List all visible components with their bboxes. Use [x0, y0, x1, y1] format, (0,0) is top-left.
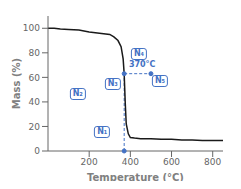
svg-text:400: 400	[122, 157, 139, 167]
html-text:N₄: N₄	[133, 48, 145, 58]
svg-text:200: 200	[81, 157, 98, 167]
svg-text:0: 0	[34, 146, 40, 156]
html-text:N₁: N₁	[97, 127, 108, 137]
svg-text:80: 80	[29, 48, 41, 58]
html-text:N₂: N₂	[72, 89, 83, 99]
svg-text:Mass (%): Mass (%)	[11, 58, 22, 109]
svg-text:20: 20	[29, 122, 41, 132]
svg-text:Temperature (°C): Temperature (°C)	[87, 172, 184, 181]
svg-text:40: 40	[29, 97, 41, 107]
svg-text:370°C: 370°C	[129, 60, 156, 69]
svg-text:60: 60	[29, 73, 41, 83]
svg-text:800: 800	[204, 157, 221, 167]
svg-text:100: 100	[23, 23, 40, 33]
html-text:N₃: N₃	[107, 78, 118, 88]
html-text:N₅: N₅	[154, 75, 166, 85]
svg-text:600: 600	[163, 157, 180, 167]
